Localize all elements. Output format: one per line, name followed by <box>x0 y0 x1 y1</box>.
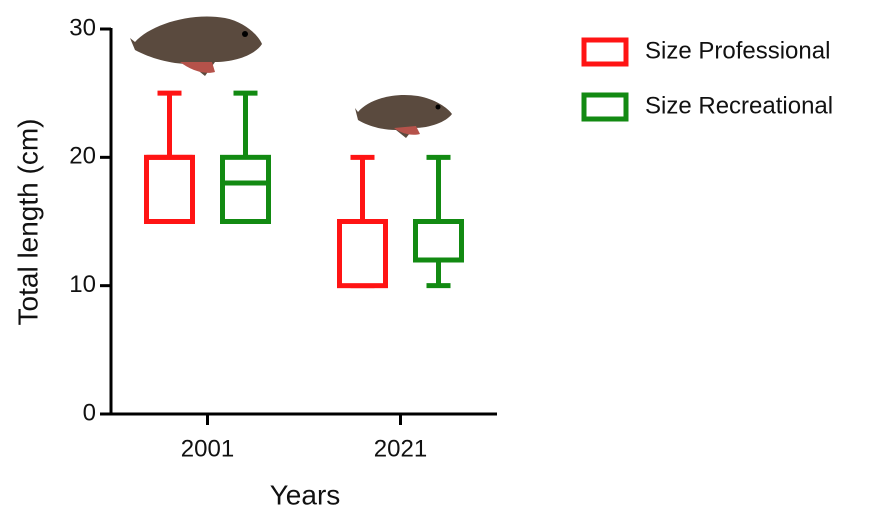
box <box>416 222 462 261</box>
chart: Years Total length (cm) 0 10 20 30 2001 2021 S… <box>0 0 894 510</box>
box <box>147 157 193 221</box>
legend-swatch <box>584 95 626 119</box>
legend-label: Size Professional <box>645 37 830 64</box>
x-tick-label: 2001 <box>181 435 234 462</box>
y-tick-label: 20 <box>69 143 96 170</box>
box <box>223 157 269 221</box>
y-tick-label: 10 <box>69 271 96 298</box>
legend-label: Size Recreational <box>645 92 833 119</box>
box <box>340 222 386 286</box>
y-tick-label: 0 <box>83 399 96 426</box>
y-tick-label: 30 <box>69 14 96 41</box>
x-axis-label: Years <box>270 479 341 510</box>
legend-swatch <box>584 40 626 64</box>
x-tick-label: 2021 <box>374 435 427 462</box>
fish-illustration <box>130 17 452 138</box>
y-axis-label: Total length (cm) <box>12 119 43 326</box>
